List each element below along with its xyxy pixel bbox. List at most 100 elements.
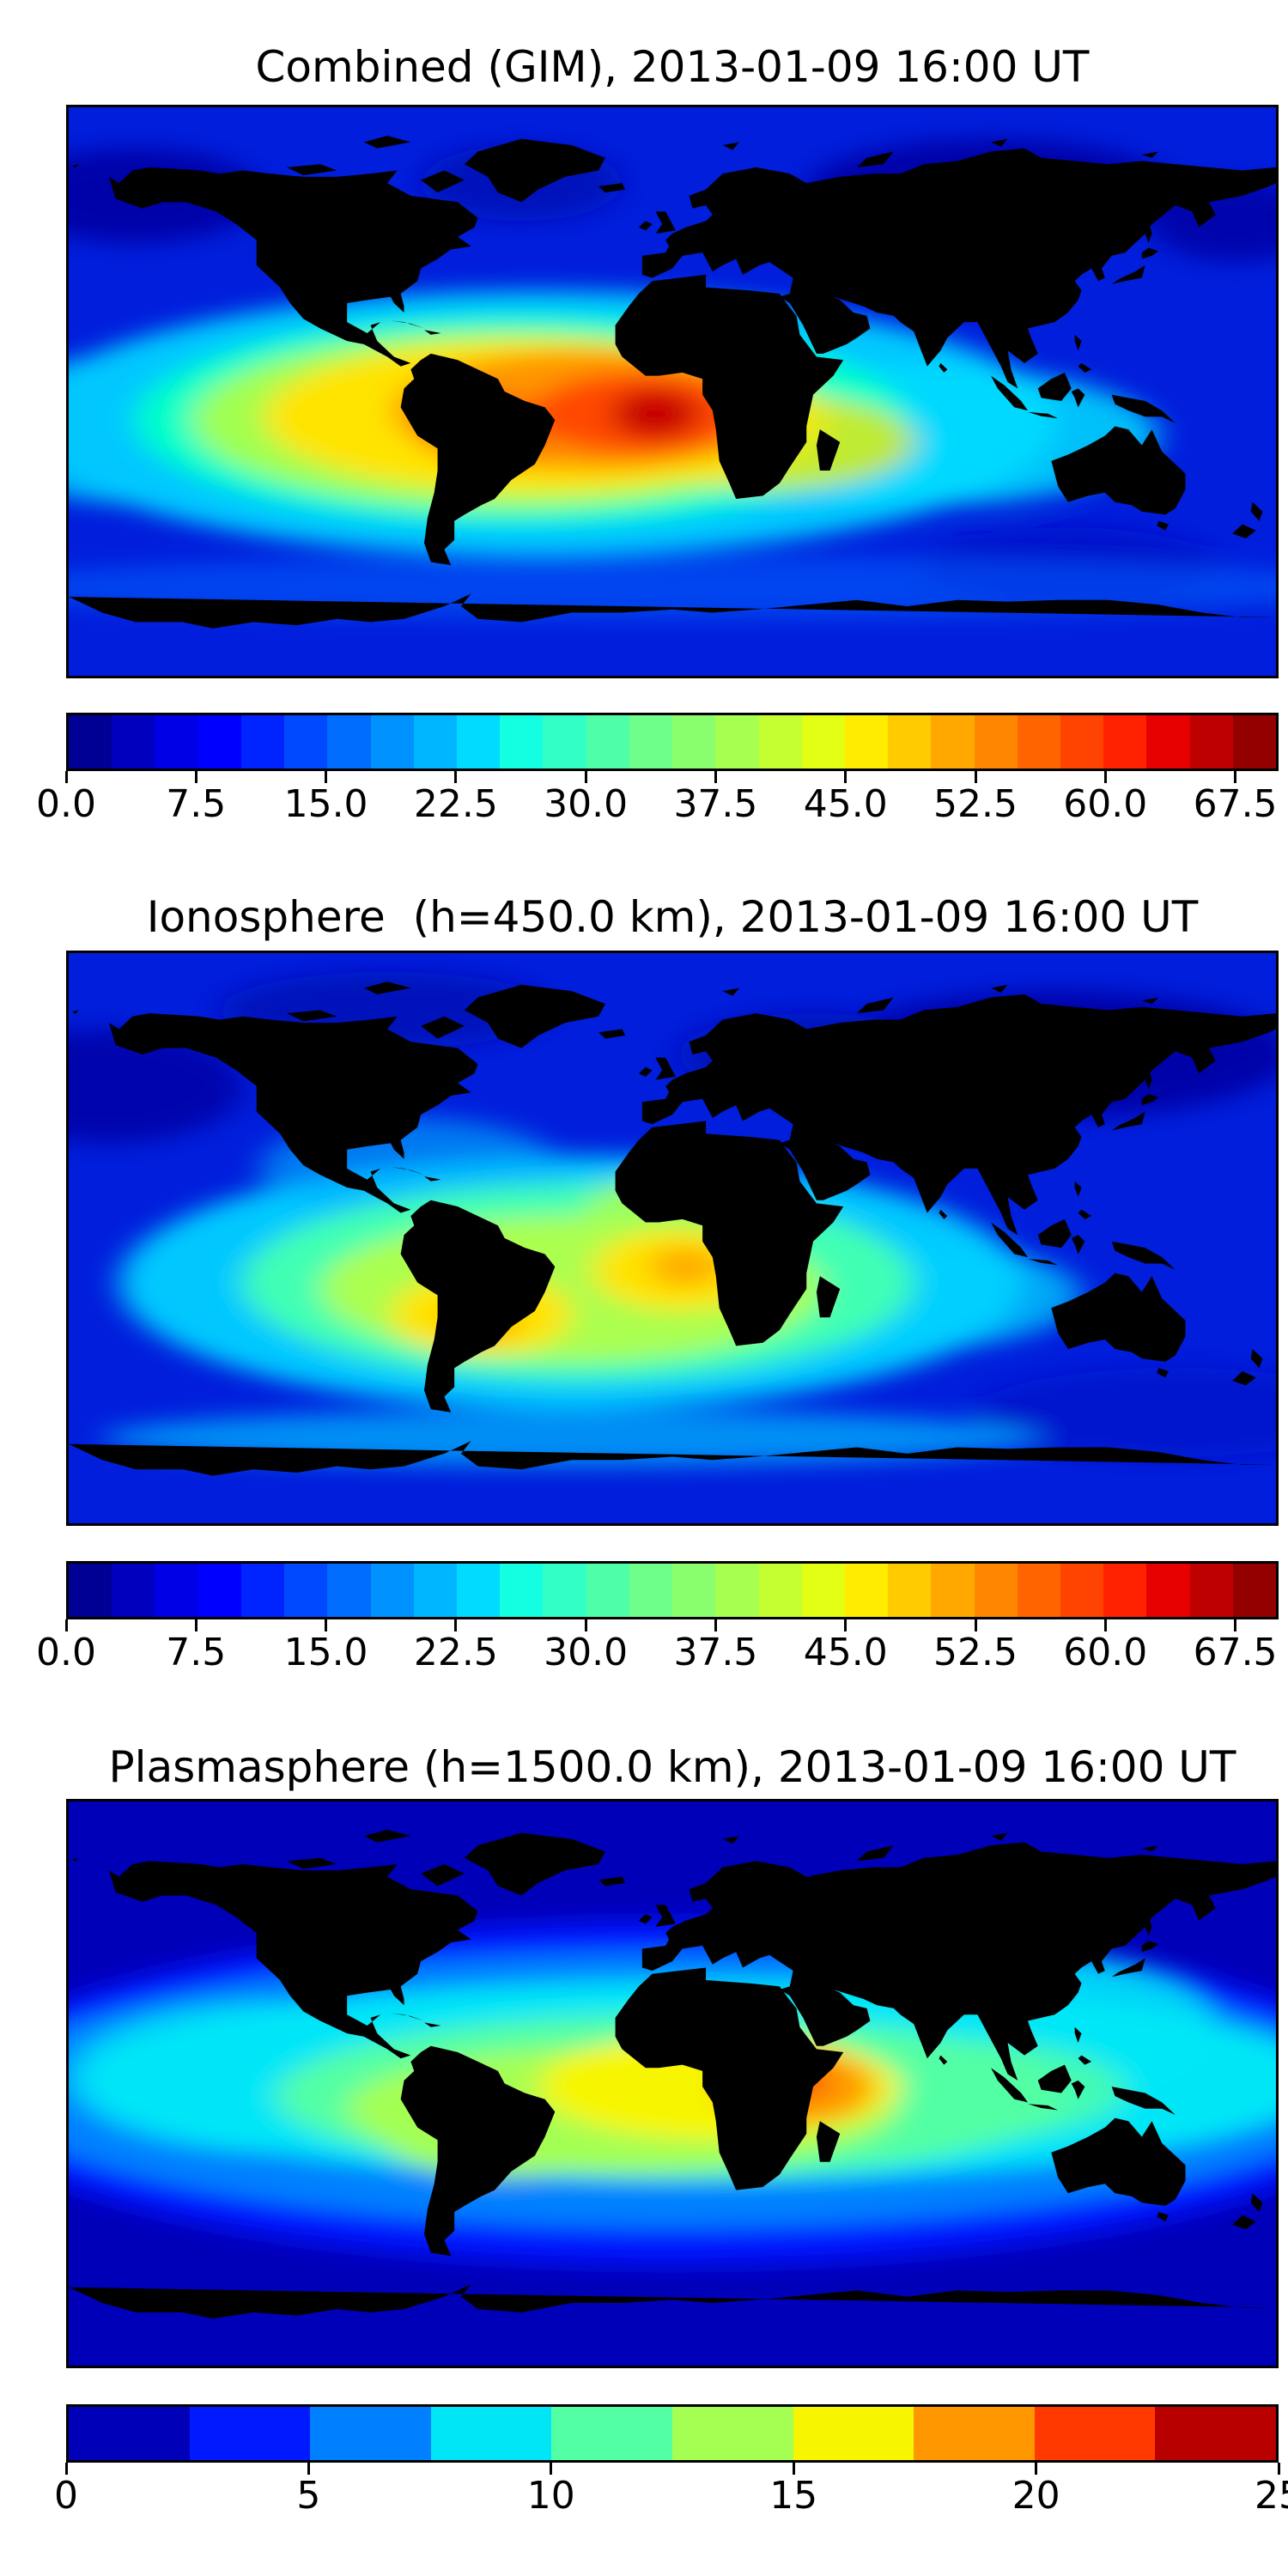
colorbar-tick-label: 52.5 <box>933 1631 1018 1674</box>
colorbar-segment <box>284 715 328 769</box>
colorbar-tick <box>64 2463 68 2475</box>
colorbar-segment <box>500 1564 544 1617</box>
colorbar-tick-label: 37.5 <box>673 1631 758 1674</box>
colorbar-segment <box>931 1564 975 1617</box>
colorbar-segment <box>914 2407 1035 2460</box>
colorbar-segment <box>844 1564 889 1617</box>
colorbar-tick <box>1035 2463 1038 2475</box>
colorbar-tick <box>1234 1619 1237 1631</box>
colorbar-ticks-plasmasphere <box>64 2463 1280 2476</box>
map-svg-3 <box>69 1801 1276 2366</box>
colorbar-segment <box>974 1564 1018 1617</box>
colorbar-tick <box>454 771 458 783</box>
colorbar-segment <box>1103 1564 1147 1617</box>
colorbar-tick-label: 45.0 <box>803 1631 888 1674</box>
field-blob <box>611 388 700 440</box>
colorbar-tick-label: 7.5 <box>166 1631 227 1674</box>
colorbar-tick-label: 0 <box>54 2474 78 2518</box>
colorbar-tick-label: 22.5 <box>413 782 498 826</box>
colorbar-segment <box>1189 715 1233 769</box>
colorbar-segment <box>974 715 1018 769</box>
colorbar-tick <box>307 2463 310 2475</box>
colorbar-tick <box>1277 2463 1280 2475</box>
colorbar-tick-label: 15.0 <box>283 1631 368 1674</box>
colorbar-labels-combined: 0.0 7.5 15.0 22.5 30.0 37.5 45.0 52.5 60.0 67.5 <box>36 782 1279 826</box>
colorbar-tick-label: 0.0 <box>36 782 96 826</box>
colorbar-segment <box>69 2407 190 2460</box>
colorbar-segment <box>801 715 845 769</box>
colorbar-tick-label: 30.0 <box>544 1631 629 1674</box>
colorbar-segment <box>69 715 112 769</box>
panel-title-plasmasphere: Plasmasphere (h=1500.0 km), 2013-01-09 1… <box>108 1742 1236 1792</box>
colorbar-segment <box>310 2407 431 2460</box>
colorbar-combined <box>66 713 1279 771</box>
colorbar-tick-label: 5 <box>296 2474 321 2518</box>
colorbar-segment <box>456 715 501 769</box>
colorbar-segment <box>1232 715 1277 769</box>
colorbar-segment <box>240 715 285 769</box>
colorbar-segment <box>1146 715 1190 769</box>
colorbar-segment <box>931 715 975 769</box>
field-blob <box>648 1248 723 1286</box>
colorbar-segment <box>586 715 629 769</box>
colorbar-segment <box>456 1564 501 1617</box>
colorbar-segment <box>793 2407 914 2460</box>
map-plasmasphere <box>66 1799 1279 2368</box>
colorbar-segment <box>551 2407 672 2460</box>
colorbar-segment <box>844 715 889 769</box>
colorbar-segment <box>1103 715 1147 769</box>
colorbar-tick <box>714 771 717 783</box>
field-blob <box>974 1368 1276 1457</box>
colorbar-tick <box>1103 771 1107 783</box>
colorbar-segment <box>758 715 802 769</box>
map-svg-2 <box>69 953 1276 1523</box>
map-combined <box>66 105 1279 678</box>
colorbar-segment <box>155 1564 198 1617</box>
colorbar-tick <box>1103 1619 1107 1631</box>
colorbar-tick <box>844 1619 848 1631</box>
panel-title-combined: Combined (GIM), 2013-01-09 16:00 UT <box>255 42 1090 92</box>
colorbar-tick-label: 15.0 <box>283 782 368 826</box>
colorbar-tick-label: 25 <box>1255 2474 1288 2518</box>
colorbar-ticks-combined <box>64 771 1279 785</box>
colorbar-tick-label: 10 <box>526 2474 575 2518</box>
colorbar-ionosphere <box>66 1561 1279 1619</box>
colorbar-segment <box>189 2407 311 2460</box>
colorbar-tick-label: 22.5 <box>413 1631 498 1674</box>
colorbar-segment <box>1060 1564 1104 1617</box>
colorbar-tick <box>550 2463 553 2475</box>
colorbar-tick-label: 7.5 <box>166 782 227 826</box>
panel-title-ionosphere: Ionosphere (h=450.0 km), 2013-01-09 16:0… <box>146 892 1199 942</box>
colorbar-segment <box>69 1564 112 1617</box>
colorbar-tick-label: 30.0 <box>544 782 629 826</box>
colorbar-segment <box>672 715 716 769</box>
colorbar-ticks-ionosphere <box>64 1619 1279 1633</box>
colorbar-segment <box>413 1564 457 1617</box>
colorbar-segment <box>284 1564 328 1617</box>
field-blob <box>69 1029 244 1144</box>
colorbar-segment <box>112 1564 155 1617</box>
colorbar-segment <box>1155 2407 1276 2460</box>
colorbar-tick <box>194 1619 197 1631</box>
colorbar-segment <box>1060 715 1104 769</box>
colorbar-segment <box>1034 2407 1156 2460</box>
colorbar-segment <box>1017 1564 1061 1617</box>
colorbar-segment <box>413 715 457 769</box>
colorbar-tick <box>792 2463 795 2475</box>
colorbar-segment <box>112 715 155 769</box>
colorbar-segment <box>715 715 759 769</box>
colorbar-segment <box>430 2407 552 2460</box>
colorbar-tick-label: 0.0 <box>36 1631 96 1674</box>
colorbar-segment <box>715 1564 759 1617</box>
colorbar-tick <box>64 771 68 783</box>
colorbar-tick-label: 67.5 <box>1193 1631 1278 1674</box>
colorbar-tick <box>974 771 977 783</box>
colorbar-tick <box>194 771 197 783</box>
colorbar-segment <box>629 715 673 769</box>
colorbar-segment <box>197 1564 241 1617</box>
colorbar-segment <box>888 715 932 769</box>
colorbar-segment <box>240 1564 285 1617</box>
colorbar-tick <box>325 771 328 783</box>
colorbar-segment <box>1146 1564 1190 1617</box>
